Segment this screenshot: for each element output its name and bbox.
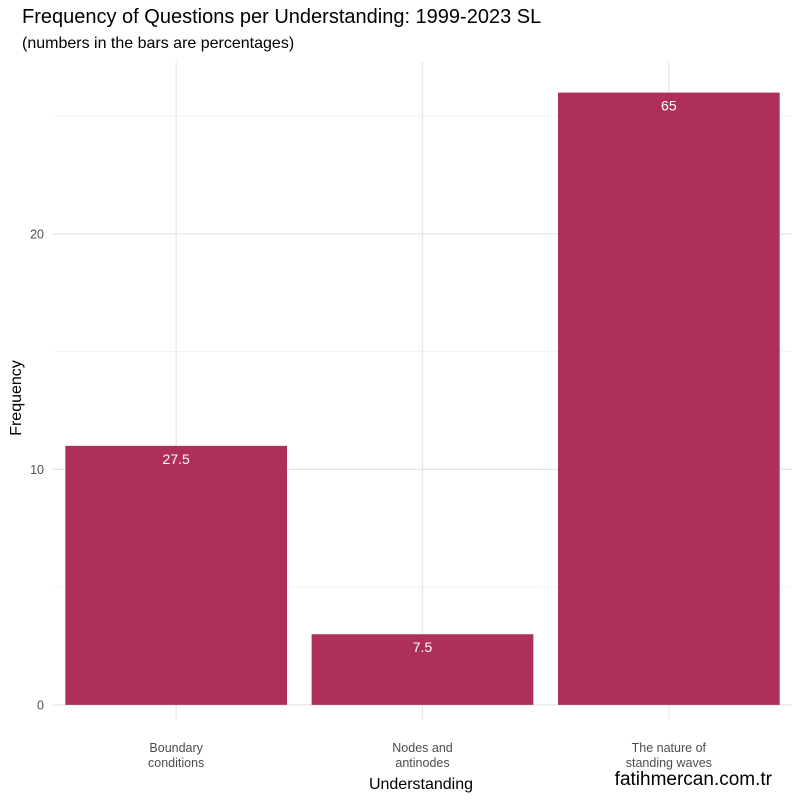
y-tick-label: 20: [30, 227, 44, 241]
x-tick-label: Boundary conditions: [148, 741, 204, 770]
x-tick-label-line: antinodes: [395, 756, 449, 770]
x-tick-label-line: conditions: [148, 756, 204, 770]
bar: [557, 92, 780, 705]
bar: [65, 445, 288, 705]
chart-subtitle: (numbers in the bars are percentages): [22, 35, 295, 52]
watermark: fatihmercan.com.tr: [614, 769, 772, 790]
y-tick-label: 0: [37, 698, 44, 712]
x-tick-label: Nodes and antinodes: [392, 741, 453, 770]
x-tick-label-line: Nodes and: [392, 741, 453, 755]
y-axis-title: Frequency: [8, 360, 25, 436]
bar-value-label: 7.5: [413, 639, 433, 655]
x-tick-label-line: Boundary: [149, 741, 203, 755]
bar-value-label: 65: [661, 98, 677, 114]
x-tick-label-line: standing waves: [626, 756, 712, 770]
y-tick-label: 10: [30, 463, 44, 477]
bar-value-label: 27.5: [163, 451, 190, 467]
x-axis-title: Understanding: [369, 776, 473, 793]
bar: [311, 634, 534, 705]
chart-title: Frequency of Questions per Understanding…: [22, 6, 542, 28]
x-tick-label: The nature of standing waves: [626, 741, 712, 770]
x-tick-label-line: The nature of: [632, 741, 707, 755]
